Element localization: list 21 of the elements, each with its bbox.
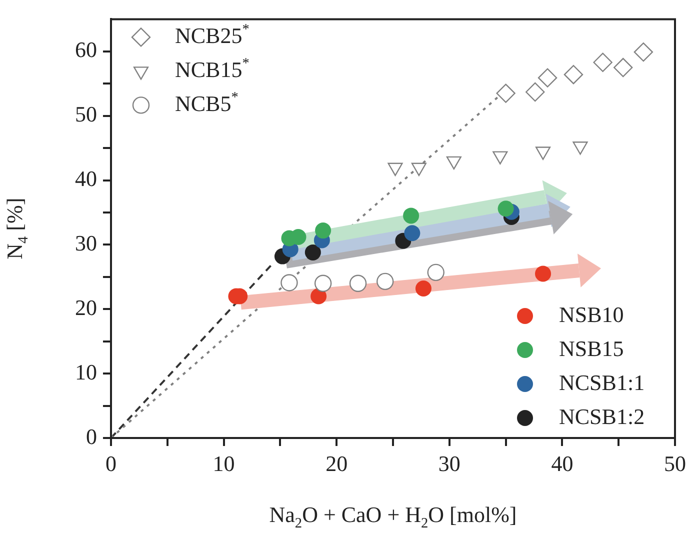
legend-label: NSB15: [559, 336, 624, 361]
x-tick-label: 50: [664, 450, 686, 476]
y-tick-label: 60: [75, 37, 97, 62]
y-tick-label: 30: [75, 230, 97, 256]
x-tick-label: 0: [106, 450, 116, 476]
legend-label: NCSB1:2: [559, 404, 645, 429]
x-tick-label: 40: [551, 450, 574, 476]
legend-label: NCB5*: [175, 89, 238, 116]
legend-label: NSB10: [559, 302, 624, 327]
x-tick-label: 10: [212, 450, 235, 476]
y-tick-label: 10: [75, 359, 97, 384]
y-tick-label: 0: [86, 424, 97, 449]
y-tick-label: 40: [75, 166, 97, 192]
legend-label: NCB25*: [175, 21, 250, 48]
legend-label: NCSB1:1: [559, 370, 645, 395]
y-tick-label: 50: [75, 102, 97, 127]
y-axis-title: N4 [%]: [2, 198, 32, 260]
legend-label: NCB15*: [175, 55, 250, 82]
x-tick-label: 20: [326, 450, 348, 476]
y-tick-label: 20: [75, 294, 97, 320]
x-tick-label: 30: [438, 450, 460, 476]
